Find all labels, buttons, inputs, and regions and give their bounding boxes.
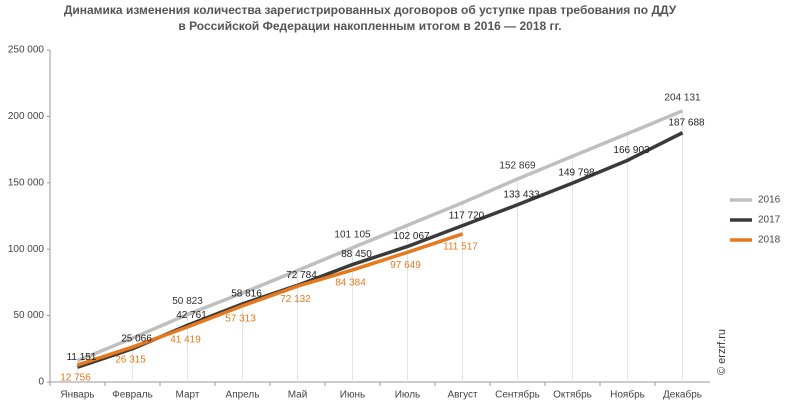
data-label: 72 784 — [286, 270, 317, 281]
data-label: 58 816 — [231, 289, 262, 300]
data-label: 111 517 — [443, 242, 478, 253]
y-tick-label: 100 000 — [8, 244, 45, 255]
y-tick-label: 0 — [38, 377, 44, 388]
y-tick-label: 150 000 — [8, 177, 45, 188]
data-label: 50 823 — [172, 296, 203, 307]
data-label: 152 869 — [499, 161, 536, 172]
x-tick-label: Январь — [60, 390, 94, 401]
x-tick-label: Июль — [395, 390, 421, 401]
data-label: 25 066 — [121, 333, 152, 344]
data-label: 133 433 — [503, 189, 540, 200]
data-label: 204 131 — [664, 93, 701, 104]
data-label: 12 756 — [60, 373, 91, 384]
data-label: 187 688 — [668, 117, 705, 128]
data-label: 41 419 — [170, 335, 201, 346]
x-tick-label: Сентябрь — [495, 389, 540, 401]
series-line — [76, 232, 464, 367]
data-label: 97 649 — [390, 260, 421, 271]
x-tick-label: Декабрь — [663, 389, 702, 401]
data-label: 149 798 — [558, 168, 595, 179]
legend-label: 2017 — [758, 215, 781, 226]
chart-title: Динамика изменения количества зарегистри… — [64, 3, 677, 17]
x-tick-label: Апрель — [226, 390, 260, 401]
data-label: 117 720 — [449, 210, 485, 221]
x-tick-label: Март — [176, 390, 200, 401]
x-tick-label: Февраль — [112, 390, 153, 401]
data-label: 101 105 — [334, 229, 371, 240]
data-label: 84 384 — [335, 278, 366, 289]
data-label: 102 067 — [393, 231, 430, 242]
chart-title: в Российской Федерации накопленным итого… — [178, 19, 561, 33]
legend-label: 2018 — [758, 235, 781, 246]
data-label: 26 315 — [115, 355, 146, 366]
data-label: 88 450 — [341, 249, 372, 260]
y-tick-label: 250 000 — [8, 45, 45, 56]
y-tick-label: 50 000 — [13, 310, 44, 321]
legend-label: 2016 — [758, 195, 781, 206]
x-tick-label: Май — [288, 390, 308, 401]
x-tick-label: Ноябрь — [610, 389, 645, 401]
x-tick-label: Июнь — [340, 390, 365, 401]
x-tick-label: Октябрь — [553, 389, 592, 401]
x-tick-label: Август — [447, 390, 478, 401]
data-label: 42 761 — [176, 310, 207, 321]
data-label: 57 313 — [225, 314, 256, 325]
series-line — [76, 109, 684, 363]
data-label: 166 903 — [613, 145, 650, 156]
data-label: 11 151 — [67, 352, 97, 363]
data-label: 72 132 — [280, 294, 311, 305]
watermark: © erzrf.ru — [716, 329, 728, 375]
y-tick-label: 200 000 — [8, 111, 45, 122]
